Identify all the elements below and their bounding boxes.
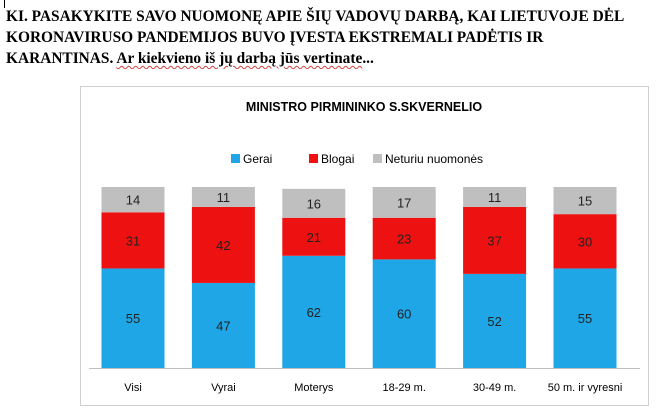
data-label-3-1: 23: [397, 232, 411, 247]
bar-segment-5-2: [553, 187, 617, 215]
bar-segment-1-2: [191, 187, 255, 207]
data-label-4-0: 52: [487, 314, 501, 329]
category-label-5: 50 m. ir vyresni: [548, 382, 623, 394]
bar-segment-5-0: [553, 268, 617, 368]
bar-segment-4-0: [463, 273, 527, 368]
legend-label-0: Gerai: [243, 152, 272, 166]
data-label-3-2: 17: [397, 195, 411, 210]
question-line-3-prefix: KARANTINAS.: [6, 50, 117, 67]
data-label-0-0: 55: [126, 311, 140, 326]
category-label-3: 18-29 m.: [382, 382, 425, 394]
data-label-4-1: 37: [487, 233, 501, 248]
bar-segment-4-2: [463, 187, 527, 207]
question-line-3-underlined: Ar kiekvieno iš jų darbą jūs vertinate: [116, 50, 363, 67]
data-label-2-0: 62: [307, 305, 321, 320]
bar-segment-4-1: [463, 206, 527, 274]
data-label-0-2: 14: [126, 193, 140, 208]
legend-swatch-0: [231, 154, 240, 163]
data-label-1-2: 11: [217, 190, 231, 205]
legend-label-2: Neturiu nuomonės: [385, 152, 483, 166]
category-label-4: 30-49 m.: [473, 382, 516, 394]
stacked-bar-chart: MINISTRO PIRMININKO S.SKVERNELIO Gerai Blo…: [89, 100, 640, 394]
data-label-5-0: 55: [578, 311, 592, 326]
bar-segment-1-0: [191, 282, 255, 368]
data-label-0-1: 31: [126, 233, 140, 248]
bar-segment-3-1: [372, 217, 436, 260]
category-label-0: Visi: [124, 382, 142, 394]
data-label-4-2: 11: [488, 190, 502, 205]
legend-label-1: Blogai: [321, 152, 354, 166]
data-label-2-2: 16: [307, 196, 321, 211]
bar-segment-2-1: [282, 217, 346, 256]
legend-swatch-2: [373, 154, 382, 163]
text-cursor: [4, 0, 5, 8]
question-line-3: KARANTINAS. Ar kiekvieno iš jų darbą jūs…: [6, 48, 672, 69]
survey-question: KI. PASAKYKITE SAVO NUOMONĘ APIE ŠIŲ VAD…: [6, 6, 672, 69]
category-label-2: Moterys: [294, 382, 334, 394]
chart-frame: MINISTRO PIRMININKO S.SKVERNELIO Gerai Blo…: [80, 86, 649, 406]
data-label-3-0: 60: [397, 307, 411, 322]
question-line-1: KI. PASAKYKITE SAVO NUOMONĘ APIE ŠIŲ VAD…: [6, 8, 625, 25]
bar-segment-1-1: [191, 206, 255, 283]
data-label-5-2: 15: [578, 194, 592, 209]
bar-segment-3-2: [372, 187, 436, 218]
bar-segment-5-1: [553, 214, 617, 269]
data-label-1-1: 42: [216, 238, 230, 253]
question-line-2: KORONAVIRUSO PANDEMIJOS BUVO ĮVESTA EKST…: [6, 29, 544, 46]
data-label-1-0: 47: [216, 318, 230, 333]
bar-segment-0-2: [101, 187, 165, 213]
bar-segment-3-0: [372, 259, 436, 368]
category-label-1: Vyrai: [211, 382, 236, 394]
bar-segment-0-0: [101, 268, 165, 368]
legend-swatch-1: [309, 154, 318, 163]
chart-title: MINISTRO PIRMININKO S.SKVERNELIO: [246, 100, 482, 114]
bar-segment-2-0: [282, 255, 346, 368]
question-line-3-suffix: ...: [362, 50, 374, 67]
data-label-2-1: 21: [307, 230, 321, 245]
data-label-5-1: 30: [578, 234, 592, 249]
bar-segment-2-2: [282, 188, 346, 218]
bar-segment-0-1: [101, 212, 165, 269]
